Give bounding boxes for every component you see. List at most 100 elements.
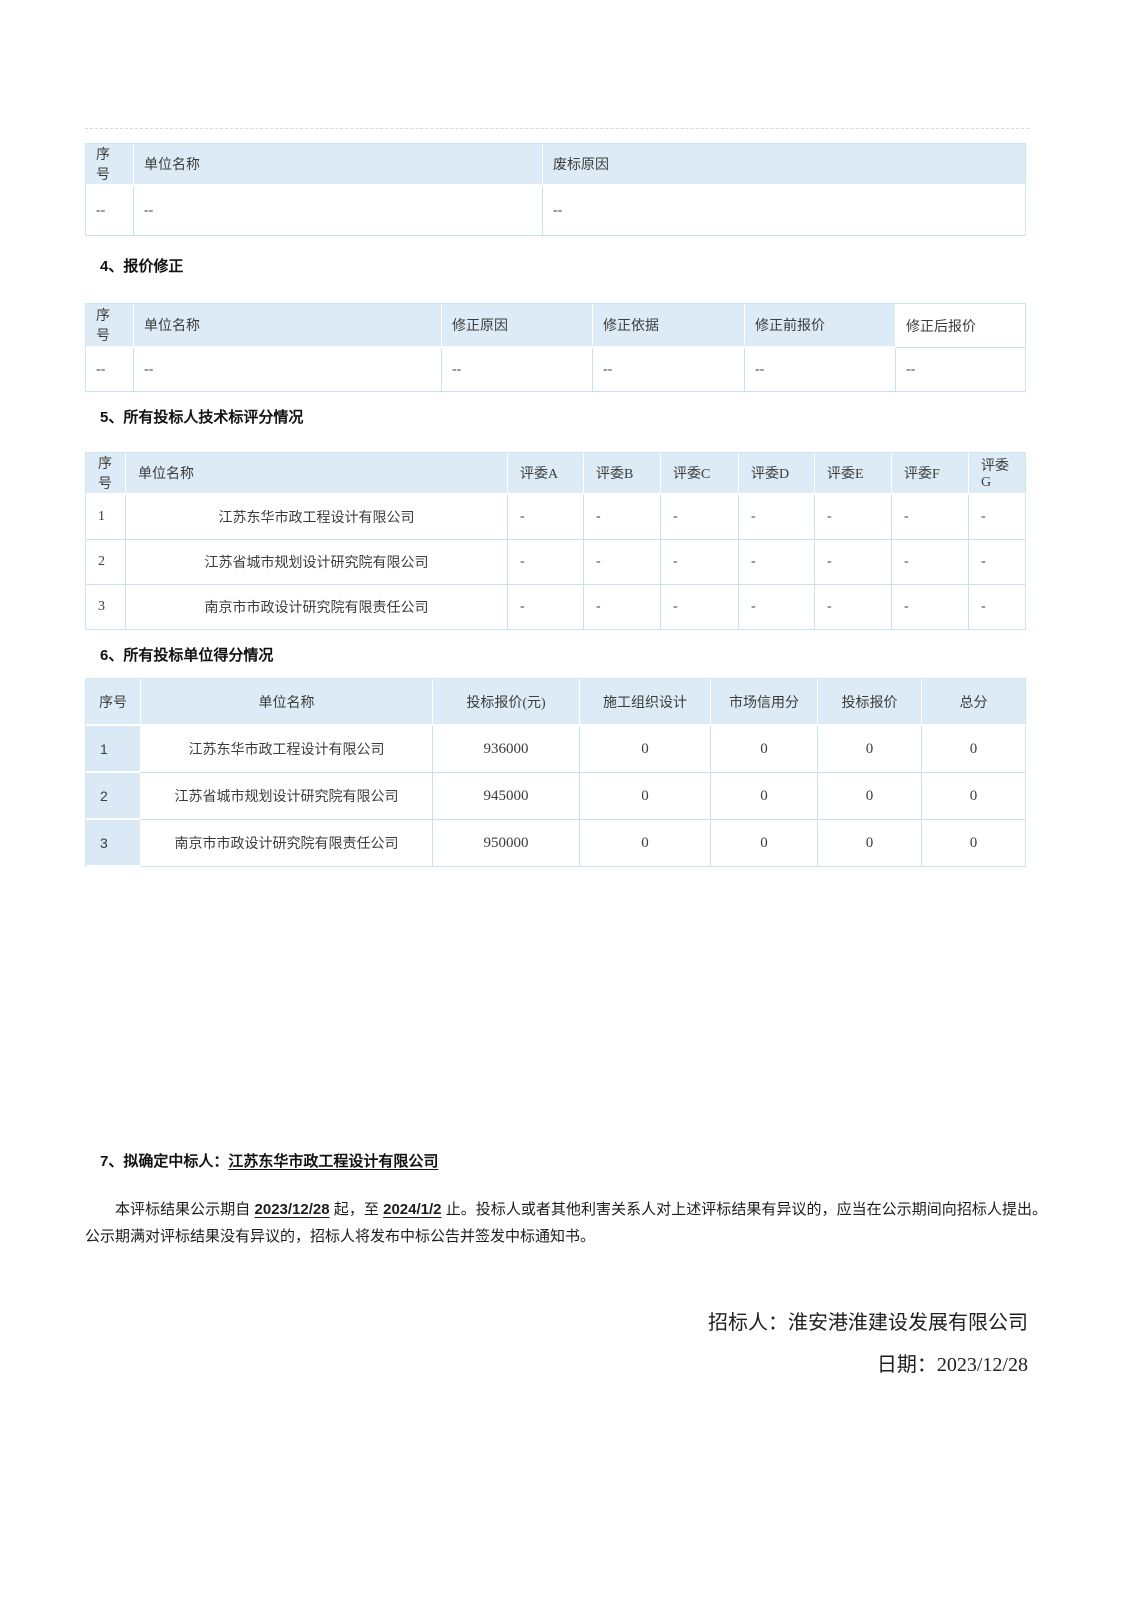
total-score-cell: 0: [922, 726, 1026, 773]
header-cell: 序号: [86, 144, 134, 186]
header-cell: 修正后报价: [896, 304, 1026, 348]
header-cell: 施工组织设计: [580, 679, 711, 726]
score-cell: 0: [711, 726, 818, 773]
tenderer-line: 招标人：淮安港淮建设发展有限公司: [85, 1308, 1028, 1338]
data-cell: --: [134, 186, 543, 236]
table-row: 1 江苏东华市政工程设计有限公司 - - - - - - -: [86, 495, 1026, 540]
score-cell: -: [969, 495, 1026, 540]
price-correction-table-wrapper: 序号 单位名称 修正原因 修正依据 修正前报价 修正后报价 -- -- -- -…: [85, 303, 1026, 392]
header-cell: 总分: [922, 679, 1026, 726]
header-cell: 市场信用分: [711, 679, 818, 726]
proposed-winner-name: 江苏东华市政工程设计有限公司: [228, 1153, 439, 1170]
company-name-cell: 江苏东华市政工程设计有限公司: [126, 495, 508, 540]
date-line: 日期：2023/12/28: [85, 1350, 1028, 1380]
score-cell: -: [969, 585, 1026, 630]
total-score-cell: 0: [922, 773, 1026, 820]
publicity-end-date: 2024/1/2: [383, 1201, 442, 1218]
table-row: 3 南京市市政设计研究院有限责任公司 - - - - - - -: [86, 585, 1026, 630]
company-name-cell: 江苏省城市规划设计研究院有限公司: [126, 540, 508, 585]
score-cell: -: [508, 540, 584, 585]
index-cell: 1: [86, 726, 141, 773]
company-name-cell: 南京市市政设计研究院有限责任公司: [126, 585, 508, 630]
table-row: -- -- --: [86, 186, 1026, 236]
index-cell: 2: [86, 773, 141, 820]
header-cell: 评委C: [661, 453, 739, 495]
date-value: 2023/12/28: [936, 1354, 1028, 1376]
score-cell: -: [892, 540, 969, 585]
tenderer-name: 淮安港淮建设发展有限公司: [788, 1312, 1028, 1334]
section-title-proposed-winner: 7、拟确定中标人：江苏东华市政工程设计有限公司: [100, 1152, 438, 1172]
section-title-price-correction: 4、报价修正: [100, 258, 184, 275]
score-cell: -: [892, 585, 969, 630]
rejected-bids-header-row: 序号 单位名称 废标原因: [86, 144, 1026, 186]
signature-block: 招标人：淮安港淮建设发展有限公司 日期：2023/12/28: [85, 1308, 1028, 1392]
header-cell: 废标原因: [543, 144, 1026, 186]
data-cell: --: [86, 186, 134, 236]
score-cell: -: [584, 585, 661, 630]
data-cell: --: [593, 348, 745, 392]
company-name-cell: 江苏省城市规划设计研究院有限公司: [141, 773, 433, 820]
technical-scores-table-wrapper: 序号 单位名称 评委A 评委B 评委C 评委D 评委E 评委F 评委G 1 江苏…: [85, 452, 1026, 630]
date-label: 日期：: [876, 1354, 937, 1376]
data-cell: --: [896, 348, 1026, 392]
data-cell: --: [442, 348, 593, 392]
table-row: 2 江苏省城市规划设计研究院有限公司 945000 0 0 0 0: [86, 773, 1026, 820]
header-cell: 单位名称: [126, 453, 508, 495]
header-cell: 评委G: [969, 453, 1026, 495]
index-cell: 3: [86, 820, 141, 867]
header-cell: 单位名称: [134, 304, 442, 348]
total-scores-table-wrapper: 序号 单位名称 投标报价(元) 施工组织设计 市场信用分 投标报价 总分 1 江…: [85, 678, 1026, 867]
score-cell: -: [815, 585, 892, 630]
header-cell: 修正依据: [593, 304, 745, 348]
score-cell: 0: [580, 820, 711, 867]
company-name-cell: 南京市市政设计研究院有限责任公司: [141, 820, 433, 867]
score-cell: -: [739, 495, 815, 540]
score-cell: -: [892, 495, 969, 540]
technical-scores-header-row: 序号 单位名称 评委A 评委B 评委C 评委D 评委E 评委F 评委G: [86, 453, 1026, 495]
header-cell: 投标报价: [818, 679, 922, 726]
publicity-start-date: 2023/12/28: [254, 1201, 330, 1218]
section-title-technical-scores: 5、所有投标人技术标评分情况: [100, 409, 304, 426]
total-scores-header-row: 序号 单位名称 投标报价(元) 施工组织设计 市场信用分 投标报价 总分: [86, 679, 1026, 726]
price-correction-header-row: 序号 单位名称 修正原因 修正依据 修正前报价 修正后报价: [86, 304, 1026, 348]
table-row: -- -- -- -- -- --: [86, 348, 1026, 392]
rejected-bids-table-wrapper: 序号 单位名称 废标原因 -- -- --: [85, 143, 1026, 236]
score-cell: 0: [580, 726, 711, 773]
index-cell: 1: [86, 495, 126, 540]
header-cell: 评委D: [739, 453, 815, 495]
header-cell: 序号: [86, 453, 126, 495]
bid-price-cell: 936000: [433, 726, 580, 773]
header-cell: 修正原因: [442, 304, 593, 348]
score-cell: -: [584, 540, 661, 585]
score-cell: -: [584, 495, 661, 540]
notice-text: 起，至: [329, 1201, 384, 1218]
top-divider-line: [85, 128, 1029, 129]
publicity-notice-paragraph: 本评标结果公示期自 2023/12/28 起，至 2024/1/2 止。投标人或…: [85, 1196, 1047, 1250]
header-cell: 评委E: [815, 453, 892, 495]
proposed-winner-label: 7、拟确定中标人：: [100, 1153, 229, 1170]
score-cell: -: [661, 585, 739, 630]
table-row: 2 江苏省城市规划设计研究院有限公司 - - - - - - -: [86, 540, 1026, 585]
data-cell: --: [134, 348, 442, 392]
total-scores-table: 序号 单位名称 投标报价(元) 施工组织设计 市场信用分 投标报价 总分 1 江…: [85, 678, 1026, 867]
score-cell: -: [661, 540, 739, 585]
header-cell: 序号: [86, 304, 134, 348]
section-title-total-scores: 6、所有投标单位得分情况: [100, 647, 274, 664]
notice-text: 本评标结果公示期自: [115, 1201, 255, 1218]
header-cell: 单位名称: [141, 679, 433, 726]
score-cell: -: [815, 540, 892, 585]
header-cell: 修正前报价: [745, 304, 896, 348]
score-cell: 0: [818, 820, 922, 867]
notice-text: 止。投标人或者其他利害关系人对上述评标结果有异议的，应当在公示期间向招标人提出。…: [85, 1201, 1048, 1245]
score-cell: -: [739, 540, 815, 585]
score-cell: -: [661, 495, 739, 540]
header-cell: 评委A: [508, 453, 584, 495]
table-row: 1 江苏东华市政工程设计有限公司 936000 0 0 0 0: [86, 726, 1026, 773]
bid-price-cell: 950000: [433, 820, 580, 867]
tenderer-label: 招标人：: [708, 1312, 788, 1334]
data-cell: --: [86, 348, 134, 392]
company-name-cell: 江苏东华市政工程设计有限公司: [141, 726, 433, 773]
header-cell: 序号: [86, 679, 141, 726]
index-cell: 3: [86, 585, 126, 630]
